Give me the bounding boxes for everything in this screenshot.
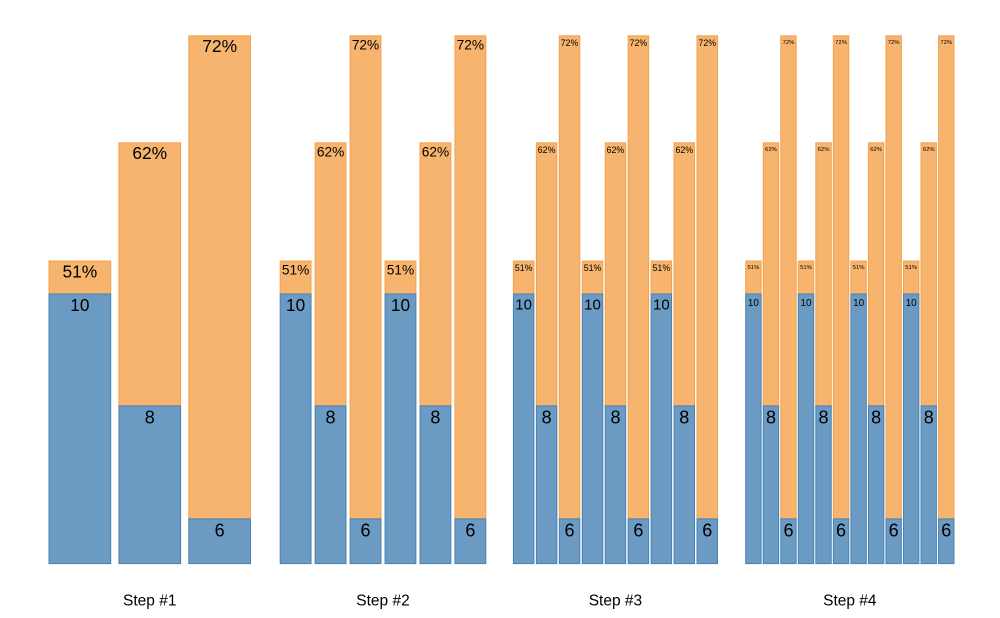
svg-text:51%: 51% — [62, 261, 97, 281]
svg-text:8: 8 — [819, 408, 829, 428]
svg-text:8: 8 — [430, 408, 440, 428]
svg-text:72%: 72% — [202, 36, 237, 56]
svg-text:6: 6 — [702, 521, 712, 541]
svg-text:8: 8 — [326, 408, 336, 428]
svg-text:8: 8 — [924, 408, 934, 428]
svg-text:Step #2: Step #2 — [356, 592, 409, 609]
svg-text:51%: 51% — [905, 265, 918, 271]
svg-text:Step #4: Step #4 — [823, 592, 877, 609]
svg-text:10: 10 — [748, 298, 759, 309]
svg-text:62%: 62% — [765, 147, 778, 153]
svg-text:72%: 72% — [698, 38, 716, 48]
svg-text:10: 10 — [515, 297, 532, 314]
svg-text:10: 10 — [70, 295, 89, 315]
svg-text:51%: 51% — [853, 265, 866, 271]
svg-text:62%: 62% — [538, 145, 556, 155]
svg-text:6: 6 — [836, 521, 846, 541]
svg-text:8: 8 — [145, 408, 155, 428]
svg-text:51%: 51% — [515, 263, 533, 273]
svg-text:62%: 62% — [870, 147, 883, 153]
svg-text:51%: 51% — [800, 265, 813, 271]
svg-text:10: 10 — [584, 297, 601, 314]
svg-text:72%: 72% — [835, 40, 848, 46]
svg-text:10: 10 — [653, 297, 670, 314]
svg-text:72%: 72% — [888, 40, 901, 46]
svg-text:Step #1: Step #1 — [123, 592, 176, 609]
svg-text:8: 8 — [542, 408, 552, 428]
svg-text:8: 8 — [610, 408, 620, 428]
svg-text:Step #3: Step #3 — [589, 592, 642, 609]
svg-text:10: 10 — [853, 298, 864, 309]
svg-text:6: 6 — [361, 521, 371, 541]
svg-text:6: 6 — [633, 521, 643, 541]
svg-text:62%: 62% — [675, 145, 693, 155]
svg-text:10: 10 — [906, 298, 917, 309]
svg-text:62%: 62% — [923, 147, 936, 153]
svg-text:8: 8 — [871, 408, 881, 428]
svg-text:6: 6 — [889, 521, 899, 541]
svg-text:10: 10 — [801, 298, 812, 309]
svg-text:6: 6 — [565, 521, 575, 541]
svg-text:72%: 72% — [630, 38, 648, 48]
svg-text:51%: 51% — [282, 263, 309, 278]
svg-text:62%: 62% — [422, 144, 449, 159]
svg-text:10: 10 — [391, 295, 410, 315]
svg-text:72%: 72% — [352, 37, 379, 52]
svg-text:51%: 51% — [653, 263, 671, 273]
svg-text:72%: 72% — [561, 38, 579, 48]
svg-text:6: 6 — [215, 521, 225, 541]
svg-text:72%: 72% — [783, 40, 796, 46]
svg-text:51%: 51% — [584, 263, 602, 273]
svg-text:8: 8 — [766, 408, 776, 428]
svg-text:62%: 62% — [607, 145, 625, 155]
svg-text:6: 6 — [941, 521, 951, 541]
svg-text:6: 6 — [465, 521, 475, 541]
svg-text:62%: 62% — [317, 144, 344, 159]
svg-text:72%: 72% — [940, 40, 953, 46]
svg-text:62%: 62% — [818, 147, 831, 153]
svg-text:51%: 51% — [387, 263, 414, 278]
svg-text:62%: 62% — [132, 143, 167, 163]
svg-text:6: 6 — [783, 521, 793, 541]
svg-text:51%: 51% — [748, 265, 761, 271]
svg-text:10: 10 — [286, 295, 305, 315]
svg-text:72%: 72% — [457, 37, 484, 52]
svg-text:8: 8 — [679, 408, 689, 428]
